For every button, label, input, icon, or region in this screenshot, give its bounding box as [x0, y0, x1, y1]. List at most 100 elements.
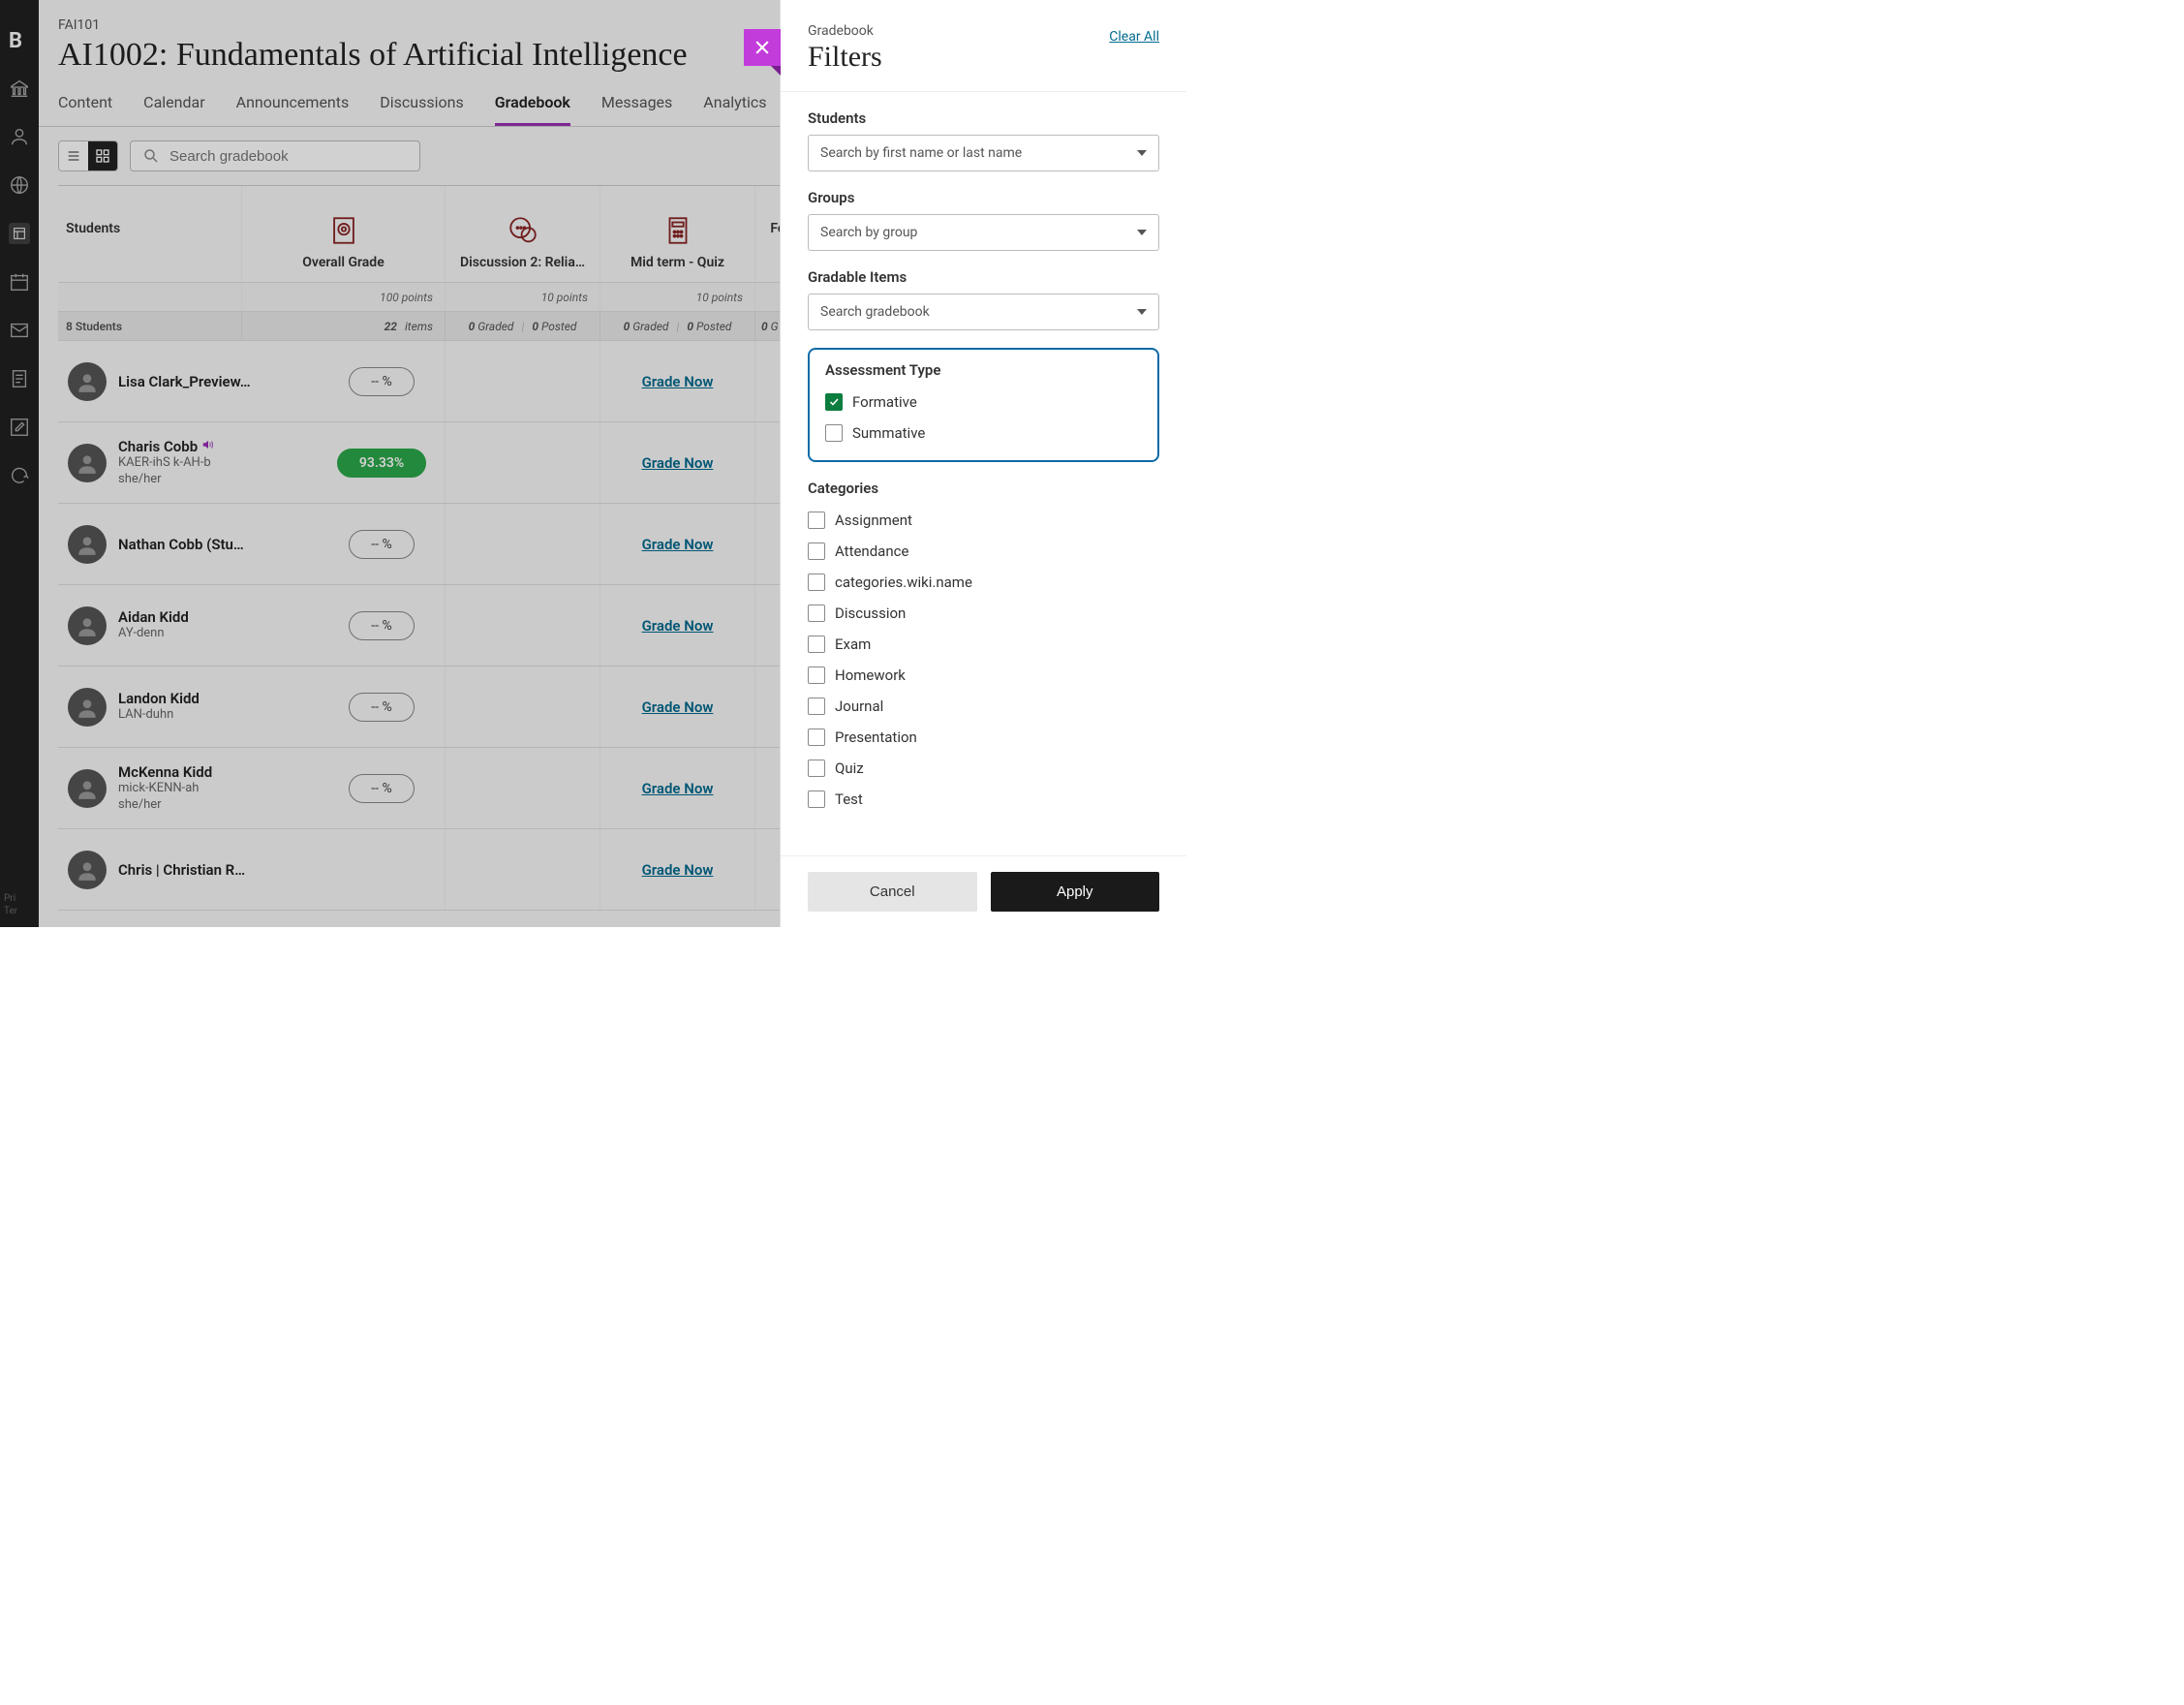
col-students: Students	[58, 186, 242, 282]
avatar	[68, 769, 107, 808]
category-categories-wiki-name[interactable]: categories.wiki.name	[808, 567, 1159, 598]
filter-panel-subtitle: Gradebook	[808, 23, 882, 39]
grade-pill: -- %	[349, 367, 414, 396]
list-view-button[interactable]	[59, 141, 88, 170]
grade-now-link[interactable]: Grade Now	[642, 536, 714, 553]
checkbox[interactable]	[808, 636, 825, 653]
checkbox-label: Test	[835, 790, 863, 808]
apply-button[interactable]: Apply	[991, 872, 1160, 912]
assessment-summative[interactable]: Summative	[825, 418, 1142, 449]
student-name[interactable]: Chris | Christian R…	[118, 861, 254, 879]
category-exam[interactable]: Exam	[808, 629, 1159, 660]
search-icon	[142, 147, 160, 165]
profile-icon[interactable]	[9, 126, 30, 147]
messages-icon[interactable]	[9, 320, 30, 341]
category-discussion[interactable]: Discussion	[808, 598, 1159, 629]
category-test[interactable]: Test	[808, 784, 1159, 815]
chevron-down-icon	[1137, 309, 1147, 315]
student-name[interactable]: Nathan Cobb (Stu…	[118, 536, 254, 553]
institution-icon[interactable]	[9, 78, 30, 99]
grade-now-link[interactable]: Grade Now	[642, 617, 714, 635]
cancel-button[interactable]: Cancel	[808, 872, 977, 912]
pronunciation-icon[interactable]	[201, 438, 215, 455]
chevron-down-icon	[1137, 230, 1147, 235]
tab-discussions[interactable]: Discussions	[380, 93, 463, 126]
points-midterm: 10 points	[600, 283, 755, 311]
col-overall[interactable]: Overall Grade	[242, 186, 446, 282]
student-name[interactable]: Charis Cobb	[118, 438, 254, 455]
category-assignment[interactable]: Assignment	[808, 505, 1159, 536]
close-panel-button[interactable]	[744, 29, 781, 66]
calendar-icon[interactable]	[9, 271, 30, 293]
grade-now-link[interactable]: Grade Now	[642, 861, 714, 879]
student-name[interactable]: McKenna Kidd	[118, 763, 254, 781]
grid-view-button[interactable]	[88, 141, 117, 170]
col-midterm[interactable]: Mid term - Quiz	[600, 186, 755, 282]
gradable-filter-select[interactable]: Search gradebook	[808, 294, 1159, 330]
gradable-filter-label: Gradable Items	[808, 268, 1159, 286]
students-filter-select[interactable]: Search by first name or last name	[808, 135, 1159, 171]
checkbox[interactable]	[808, 512, 825, 529]
avatar	[68, 525, 107, 564]
groups-filter-label: Groups	[808, 189, 1159, 206]
category-presentation[interactable]: Presentation	[808, 722, 1159, 753]
col-discussion[interactable]: Discussion 2: Relia…	[446, 186, 600, 282]
checkbox[interactable]	[808, 604, 825, 622]
checkbox[interactable]	[825, 393, 843, 411]
checkbox-label: Presentation	[835, 728, 917, 746]
tab-messages[interactable]: Messages	[601, 93, 672, 126]
checkbox[interactable]	[808, 728, 825, 746]
clear-all-link[interactable]: Clear All	[1109, 29, 1159, 45]
category-journal[interactable]: Journal	[808, 691, 1159, 722]
chevron-down-icon	[1137, 150, 1147, 156]
assessment-formative[interactable]: Formative	[825, 387, 1142, 418]
checkbox[interactable]	[808, 698, 825, 715]
grade-now-link[interactable]: Grade Now	[642, 780, 714, 797]
checkbox-label: categories.wiki.name	[835, 574, 972, 591]
gradebook-search-input[interactable]	[169, 148, 408, 165]
checkbox-label: Exam	[835, 636, 871, 653]
view-toggle	[58, 140, 118, 171]
grade-now-link[interactable]: Grade Now	[642, 454, 714, 472]
category-attendance[interactable]: Attendance	[808, 536, 1159, 567]
checkbox[interactable]	[808, 760, 825, 777]
tab-announcements[interactable]: Announcements	[236, 93, 350, 126]
globe-icon[interactable]	[9, 174, 30, 196]
close-icon	[753, 38, 772, 57]
checkbox[interactable]	[808, 790, 825, 808]
quiz-icon	[661, 214, 694, 247]
checkbox[interactable]	[825, 424, 843, 442]
checkbox[interactable]	[808, 542, 825, 560]
tab-gradebook[interactable]: Gradebook	[495, 93, 570, 126]
points-overall: 100 points	[242, 283, 446, 311]
courses-icon[interactable]	[9, 223, 30, 244]
checkbox-label: Discussion	[835, 604, 906, 622]
tab-calendar[interactable]: Calendar	[143, 93, 204, 126]
grade-pill: 93.33%	[337, 449, 426, 478]
student-name[interactable]: Aidan Kidd	[118, 608, 254, 626]
category-quiz[interactable]: Quiz	[808, 753, 1159, 784]
grade-now-link[interactable]: Grade Now	[642, 373, 714, 390]
groups-filter-select[interactable]: Search by group	[808, 214, 1159, 251]
grade-now-link[interactable]: Grade Now	[642, 698, 714, 716]
checkbox[interactable]	[808, 574, 825, 591]
checkbox-label: Attendance	[835, 542, 908, 560]
tab-content[interactable]: Content	[58, 93, 112, 126]
edit-icon[interactable]	[9, 417, 30, 438]
student-name[interactable]: Lisa Clark_Preview…	[118, 373, 254, 390]
students-filter-label: Students	[808, 109, 1159, 127]
badge-icon	[327, 214, 360, 247]
student-name[interactable]: Landon Kidd	[118, 690, 254, 707]
categories-label: Categories	[808, 480, 1159, 497]
filters-panel: Gradebook Filters Clear All Students Sea…	[780, 0, 1186, 927]
avatar	[68, 851, 107, 889]
assessment-type-box: Assessment Type FormativeSummative	[808, 348, 1159, 462]
sync-icon[interactable]	[9, 465, 30, 486]
document-icon[interactable]	[9, 368, 30, 389]
tab-analytics[interactable]: Analytics	[703, 93, 766, 126]
left-nav-rail: B PriTer	[0, 0, 39, 927]
gradebook-search[interactable]	[130, 140, 420, 171]
category-homework[interactable]: Homework	[808, 660, 1159, 691]
checkbox[interactable]	[808, 666, 825, 684]
chat-icon	[507, 214, 539, 247]
